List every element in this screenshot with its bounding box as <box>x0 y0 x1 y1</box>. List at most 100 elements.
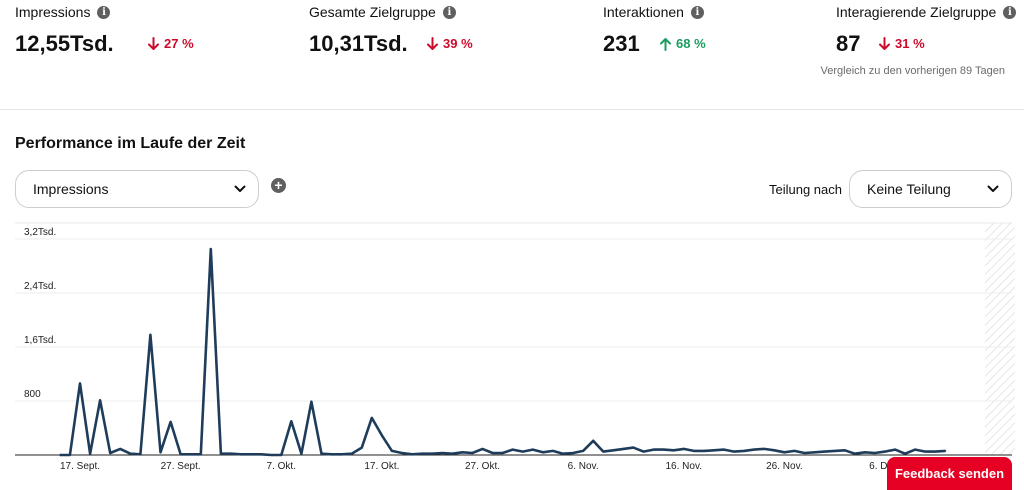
data-point <box>159 451 162 454</box>
data-point <box>270 454 273 456</box>
info-icon[interactable]: i <box>97 5 111 19</box>
x-tick-label: 26. Nov. <box>766 461 803 472</box>
data-point <box>853 452 856 455</box>
metric-change-value: 39 % <box>443 36 473 51</box>
metric-change: 68 % <box>660 36 706 51</box>
metric-select-value: Impressions <box>33 181 109 197</box>
data-point <box>894 448 896 451</box>
data-point <box>612 449 615 452</box>
data-point <box>531 448 534 451</box>
metric-label: Gesamte Zielgruppe <box>309 4 436 20</box>
y-tick-label: 3,2Tsd. <box>24 227 56 238</box>
data-point <box>69 454 71 456</box>
arrow-down-icon <box>427 36 438 50</box>
data-point <box>59 454 61 456</box>
data-point <box>220 452 222 455</box>
x-tick-label: 16. Nov. <box>666 461 703 472</box>
data-point <box>79 382 81 385</box>
metric-change: 31 % <box>879 36 925 51</box>
metrics-summary: Impressions i 12,55Tsd. 27 % Gesamte Zie… <box>0 0 1024 110</box>
y-tick-label: 2,4Tsd. <box>24 281 56 292</box>
data-point <box>521 450 524 453</box>
data-point <box>552 450 554 452</box>
data-point <box>713 449 715 452</box>
data-point <box>431 452 434 455</box>
data-point <box>874 452 876 454</box>
data-point <box>461 451 464 454</box>
x-tick-label: 27. Sept. <box>161 461 201 472</box>
data-point <box>481 448 484 450</box>
data-point <box>703 450 705 452</box>
data-point <box>743 450 745 452</box>
data-point <box>904 452 906 455</box>
data-point <box>833 450 836 452</box>
impressions-series-line <box>59 247 946 457</box>
comparison-note: Vergleich zu den vorherigen 89 Tagen <box>820 65 1006 77</box>
data-point <box>199 453 202 456</box>
metric-label: Interaktionen <box>603 4 684 20</box>
metric-change: 27 % <box>148 36 194 51</box>
data-point <box>109 452 112 454</box>
data-point <box>632 446 635 449</box>
data-point <box>179 453 182 456</box>
data-point <box>511 448 514 451</box>
data-point <box>99 399 101 402</box>
data-point <box>924 450 927 453</box>
x-tick-label: 27. Okt. <box>465 461 500 472</box>
future-range-hatch <box>985 223 1015 455</box>
data-point <box>773 449 776 452</box>
data-point <box>793 450 796 452</box>
data-point <box>622 448 625 450</box>
x-tick-label: 17. Sept. <box>60 461 100 472</box>
data-point <box>592 439 595 442</box>
performance-chart: 800 1,6Tsd. 2,4Tsd. 3,2Tsd. 17. Sept. 27. Sep… <box>0 215 1024 490</box>
data-point <box>129 452 132 455</box>
data-point <box>360 446 363 449</box>
x-tick-label: 17. Okt. <box>364 461 399 472</box>
data-point <box>843 449 846 452</box>
add-circle-icon[interactable]: + <box>271 178 286 193</box>
data-point <box>823 450 826 453</box>
data-point <box>934 450 937 453</box>
data-point <box>451 452 454 455</box>
section-title: Performance im Laufe der Zeit <box>15 135 246 152</box>
data-point <box>813 451 816 454</box>
split-select-value: Keine Teilung <box>867 181 951 197</box>
data-point <box>652 448 655 451</box>
info-icon[interactable]: i <box>1003 5 1017 19</box>
info-icon[interactable]: i <box>442 5 456 19</box>
data-point <box>501 452 504 454</box>
data-point <box>89 452 91 455</box>
split-select[interactable]: Keine Teilung <box>849 170 1012 208</box>
feedback-button[interactable]: Feedback senden <box>887 457 1012 490</box>
data-point <box>230 452 232 455</box>
data-point <box>189 453 192 456</box>
data-point <box>753 448 756 451</box>
data-point <box>391 450 393 452</box>
info-icon[interactable]: i <box>690 5 704 19</box>
data-point <box>290 420 293 423</box>
chevron-down-icon <box>987 185 999 192</box>
data-point <box>310 400 313 403</box>
metric-value: 87 <box>836 31 861 56</box>
metric-change-value: 31 % <box>895 36 925 51</box>
metric-value: 12,55Tsd. <box>15 31 114 56</box>
metric-select[interactable]: Impressions <box>15 170 259 208</box>
data-point <box>491 452 494 454</box>
metric-change-value: 27 % <box>164 36 194 51</box>
data-point <box>692 450 695 452</box>
data-point <box>320 452 323 455</box>
chart-svg: 800 1,6Tsd. 2,4Tsd. 3,2Tsd. 17. Sept. 27. Sep… <box>15 222 1015 472</box>
metric-value: 10,31Tsd. <box>309 31 408 56</box>
data-point <box>884 450 886 453</box>
data-point <box>542 451 544 454</box>
x-tick-label: 6. Dez. <box>869 461 901 472</box>
data-point <box>471 452 474 454</box>
data-point <box>864 451 866 454</box>
data-point <box>642 450 645 453</box>
metric-change: 39 % <box>427 36 473 51</box>
data-point <box>401 452 403 454</box>
data-point <box>370 417 373 419</box>
data-point <box>169 421 172 423</box>
section-divider <box>0 109 1024 110</box>
